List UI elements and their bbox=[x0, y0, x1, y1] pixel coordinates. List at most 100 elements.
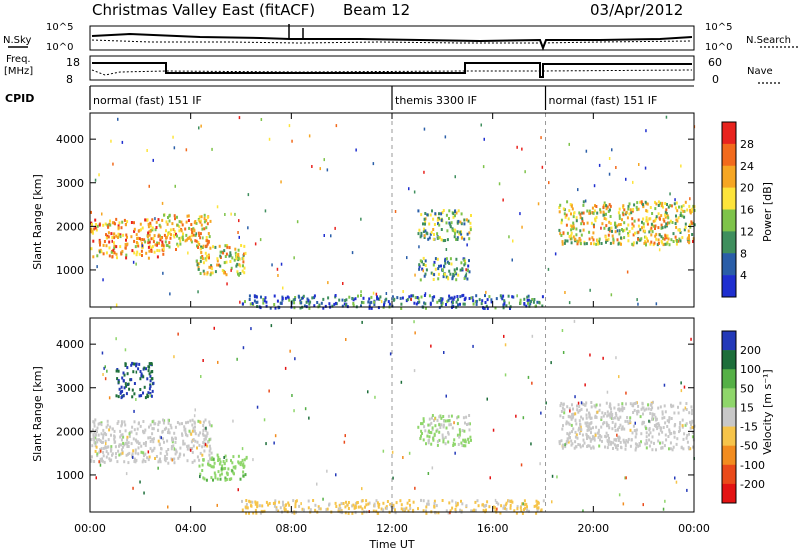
data-cell-region-3 bbox=[579, 445, 582, 449]
data-cell-region-3 bbox=[679, 422, 682, 426]
data-cell-region-1 bbox=[201, 227, 204, 231]
data-cell-region-5 bbox=[608, 208, 611, 212]
data-cell-region-5 bbox=[340, 508, 343, 512]
data-cell-region-4 bbox=[468, 270, 471, 274]
data-cell-region-3 bbox=[616, 416, 619, 420]
data-cell-region-6 bbox=[464, 296, 467, 300]
data-cell-sparse bbox=[99, 250, 101, 254]
data-cell-region-5 bbox=[640, 237, 643, 241]
data-cell-region-5 bbox=[570, 234, 573, 238]
data-cell-sparse bbox=[625, 177, 627, 181]
data-cell-region-5 bbox=[390, 504, 393, 508]
data-cell-region-5 bbox=[631, 217, 634, 221]
data-cell-region-3 bbox=[426, 213, 429, 217]
data-cell-region-3 bbox=[582, 403, 585, 407]
data-cell-region-1 bbox=[173, 214, 176, 218]
data-cell-region-5 bbox=[660, 223, 663, 227]
data-cell-region-5 bbox=[679, 211, 682, 215]
data-cell-sparse bbox=[300, 502, 302, 506]
data-cell-region-0 bbox=[130, 442, 133, 446]
data-cell-region-5 bbox=[640, 200, 643, 204]
data-cell-region-3 bbox=[682, 447, 685, 451]
data-cell-region-6 bbox=[523, 297, 526, 301]
data-cell-region-5 bbox=[675, 218, 678, 222]
data-cell-region-4 bbox=[419, 259, 422, 263]
data-cell-region-5 bbox=[536, 502, 539, 506]
data-cell-region-0 bbox=[194, 439, 197, 443]
data-cell-region-0 bbox=[149, 423, 152, 427]
data-cell-region-2 bbox=[216, 263, 219, 267]
data-cell-sparse bbox=[585, 149, 588, 153]
data-cell-sparse bbox=[288, 124, 291, 128]
xtick-label: 04:00 bbox=[175, 522, 207, 535]
data-cell-region-4 bbox=[464, 440, 467, 444]
data-cell-region-1 bbox=[182, 238, 184, 242]
data-cell-sparse bbox=[550, 361, 552, 365]
cpid-segment-label: normal (fast) 151 IF bbox=[93, 94, 202, 107]
data-cell-region-6 bbox=[484, 301, 487, 304]
data-cell-region-3 bbox=[672, 445, 675, 449]
data-cell-sparse bbox=[110, 306, 112, 310]
data-cell-sparse bbox=[254, 242, 257, 246]
data-cell-region-4 bbox=[461, 444, 464, 447]
data-cell-region-2 bbox=[226, 245, 229, 249]
data-cell-region-5 bbox=[572, 235, 575, 239]
data-cell-region-3 bbox=[691, 425, 694, 429]
data-cell-sparse bbox=[172, 135, 174, 139]
data-cell-region-1 bbox=[234, 465, 237, 469]
data-cell-region-6 bbox=[368, 297, 371, 301]
data-cell-region-1 bbox=[180, 236, 183, 240]
data-cell-region-6 bbox=[313, 296, 316, 300]
data-cell-region-3 bbox=[617, 403, 620, 407]
data-cell-region-4 bbox=[451, 426, 454, 430]
data-cell-region-5 bbox=[678, 237, 681, 241]
nsky-label: N.Sky bbox=[3, 35, 31, 46]
data-cell-region-5 bbox=[596, 241, 599, 245]
data-cell-region-0 bbox=[158, 241, 160, 245]
data-cell-region-0 bbox=[203, 449, 206, 453]
data-cell-region-0 bbox=[90, 455, 93, 459]
data-cell-region-0 bbox=[199, 451, 202, 455]
data-cell-region-3 bbox=[574, 440, 577, 444]
data-cell-region-3 bbox=[584, 403, 587, 407]
data-cell-region-6 bbox=[293, 298, 296, 301]
data-cell-sparse bbox=[256, 405, 259, 409]
ytick-label: 3000 bbox=[56, 382, 84, 395]
data-cell-region-1 bbox=[231, 461, 234, 465]
data-cell-region-0 bbox=[174, 436, 177, 440]
data-cell-region-0 bbox=[156, 255, 159, 259]
data-cell-region-3 bbox=[685, 408, 688, 411]
data-cell-region-5 bbox=[617, 223, 620, 227]
data-cell-region-0 bbox=[186, 444, 189, 448]
data-cell-region-0 bbox=[99, 243, 101, 247]
data-cell-region-5 bbox=[590, 221, 593, 225]
data-cell-region-1 bbox=[184, 239, 187, 243]
data-cell-region-3 bbox=[655, 424, 658, 428]
data-cell-region-3 bbox=[590, 431, 592, 435]
data-cell-region-3 bbox=[616, 447, 619, 451]
data-cell-region-3 bbox=[577, 428, 580, 432]
data-cell-region-0 bbox=[123, 218, 126, 222]
data-cell-region-5 bbox=[684, 222, 687, 226]
data-cell-region-4 bbox=[442, 275, 445, 279]
data-cell-region-3 bbox=[666, 419, 669, 423]
data-cell-sparse bbox=[268, 137, 271, 141]
data-cell-region-2 bbox=[131, 361, 134, 365]
data-cell-region-0 bbox=[153, 422, 156, 426]
data-cell-region-1 bbox=[200, 223, 203, 227]
data-cell-region-0 bbox=[121, 422, 123, 426]
data-cell-sparse bbox=[241, 447, 244, 451]
data-cell-region-6 bbox=[383, 303, 385, 307]
data-cell-region-5 bbox=[569, 224, 572, 228]
data-cell-region-3 bbox=[424, 229, 427, 233]
data-cell-region-0 bbox=[159, 238, 162, 242]
data-cell-region-5 bbox=[579, 216, 582, 220]
data-cell-region-5 bbox=[590, 242, 593, 246]
data-cell-region-0 bbox=[134, 245, 137, 249]
data-cell-region-2 bbox=[135, 362, 138, 366]
data-cell-region-0 bbox=[137, 244, 140, 248]
data-cell-region-4 bbox=[435, 429, 438, 433]
data-cell-region-6 bbox=[259, 306, 262, 310]
data-cell-sparse bbox=[598, 163, 601, 167]
data-cell-region-1 bbox=[219, 460, 222, 464]
